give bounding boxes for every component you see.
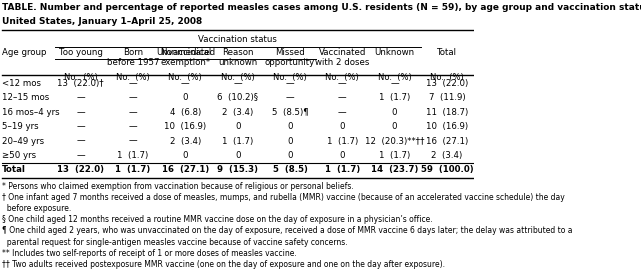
Text: —: — [76, 137, 85, 146]
Text: No.  (%): No. (%) [378, 73, 412, 83]
Text: 12–15 mos: 12–15 mos [3, 93, 49, 102]
Text: Total: Total [437, 47, 457, 57]
Text: 1  (1.7): 1 (1.7) [115, 166, 151, 174]
Text: No.  (%): No. (%) [64, 73, 97, 83]
Text: —: — [76, 122, 85, 131]
Text: 2  (3.4): 2 (3.4) [431, 151, 463, 160]
Text: Nonmedical
exemption*: Nonmedical exemption* [160, 47, 211, 67]
Text: —: — [390, 79, 399, 88]
Text: 0: 0 [340, 122, 345, 131]
Text: 20–49 yrs: 20–49 yrs [3, 137, 44, 146]
Text: 1  (1.7): 1 (1.7) [324, 166, 360, 174]
Text: Total: Total [3, 166, 26, 174]
Text: —: — [129, 137, 137, 146]
Text: ¶ One child aged 2 years, who was unvaccinated on the day of exposure, received : ¶ One child aged 2 years, who was unvacc… [3, 227, 573, 235]
Text: before exposure.: before exposure. [3, 204, 72, 213]
Text: 5  (8.5)¶: 5 (8.5)¶ [272, 108, 308, 117]
Text: —: — [76, 93, 85, 102]
Text: * Persons who claimed exemption from vaccination because of religious or persona: * Persons who claimed exemption from vac… [3, 182, 354, 191]
Text: 4  (6.8): 4 (6.8) [170, 108, 201, 117]
Text: ** Includes two self-reports of receipt of 1 or more doses of measles vaccine.: ** Includes two self-reports of receipt … [3, 249, 297, 258]
Text: 13  (22.0)†: 13 (22.0)† [57, 79, 104, 88]
Text: —: — [129, 122, 137, 131]
Text: —: — [338, 79, 347, 88]
Text: † One infant aged 7 months received a dose of measles, mumps, and rubella (MMR) : † One infant aged 7 months received a do… [3, 193, 565, 202]
Text: 13  (22.0): 13 (22.0) [426, 79, 468, 88]
Text: 10  (16.9): 10 (16.9) [164, 122, 206, 131]
Text: 0: 0 [235, 122, 240, 131]
Text: 59  (100.0): 59 (100.0) [420, 166, 473, 174]
Text: 1  (1.7): 1 (1.7) [379, 151, 410, 160]
Text: —: — [338, 108, 347, 117]
Text: 11  (18.7): 11 (18.7) [426, 108, 468, 117]
Text: Vaccinated
with 2 doses: Vaccinated with 2 doses [315, 47, 369, 67]
Text: —: — [129, 79, 137, 88]
Text: TABLE. Number and percentage of reported measles cases among U.S. residents (N =: TABLE. Number and percentage of reported… [3, 3, 641, 12]
Text: Born
before 1957: Born before 1957 [107, 47, 159, 67]
Text: 2  (3.4): 2 (3.4) [170, 137, 201, 146]
Text: —: — [76, 108, 85, 117]
Text: 1  (1.7): 1 (1.7) [327, 137, 358, 146]
Text: Unknown: Unknown [374, 47, 415, 57]
Text: 1  (1.7): 1 (1.7) [117, 151, 149, 160]
Text: parental request for single-antigen measles vaccine because of vaccine safety co: parental request for single-antigen meas… [3, 238, 348, 247]
Text: —: — [76, 151, 85, 160]
Text: 0: 0 [287, 137, 293, 146]
Text: Age group: Age group [3, 47, 47, 57]
Text: 0: 0 [392, 108, 397, 117]
Text: No.  (%): No. (%) [116, 73, 150, 83]
Text: 0: 0 [183, 151, 188, 160]
Text: 0: 0 [287, 151, 293, 160]
Text: —: — [129, 108, 137, 117]
Text: 5  (8.5): 5 (8.5) [272, 166, 308, 174]
Text: Reason
unknown: Reason unknown [218, 47, 257, 67]
Text: No.  (%): No. (%) [430, 73, 464, 83]
Text: 0: 0 [340, 151, 345, 160]
Text: —: — [233, 79, 242, 88]
Text: Vaccination status: Vaccination status [198, 35, 277, 44]
Text: 13  (22.0): 13 (22.0) [57, 166, 104, 174]
Text: No.  (%): No. (%) [326, 73, 359, 83]
Text: Unvaccinated: Unvaccinated [156, 47, 215, 57]
Text: 12  (20.3)**††: 12 (20.3)**†† [365, 137, 424, 146]
Text: <12 mos: <12 mos [3, 79, 42, 88]
Text: United States, January 1–April 25, 2008: United States, January 1–April 25, 2008 [3, 17, 203, 26]
Text: —: — [286, 93, 294, 102]
Text: 14  (23.7): 14 (23.7) [371, 166, 419, 174]
Text: 1  (1.7): 1 (1.7) [379, 93, 410, 102]
Text: —: — [129, 93, 137, 102]
Text: 9  (15.3): 9 (15.3) [217, 166, 258, 174]
Text: No.  (%): No. (%) [169, 73, 202, 83]
Text: 2  (3.4): 2 (3.4) [222, 108, 253, 117]
Text: 6  (10.2)§: 6 (10.2)§ [217, 93, 258, 102]
Text: 0: 0 [287, 122, 293, 131]
Text: 0: 0 [235, 151, 240, 160]
Text: —: — [181, 79, 190, 88]
Text: No.  (%): No. (%) [273, 73, 307, 83]
Text: 0: 0 [183, 93, 188, 102]
Text: ≥50 yrs: ≥50 yrs [3, 151, 37, 160]
Text: Too young: Too young [59, 47, 103, 57]
Text: 10  (16.9): 10 (16.9) [426, 122, 468, 131]
Text: 16  (27.1): 16 (27.1) [162, 166, 209, 174]
Text: 16  (27.1): 16 (27.1) [426, 137, 468, 146]
Text: —: — [338, 93, 347, 102]
Text: 1  (1.7): 1 (1.7) [222, 137, 253, 146]
Text: 0: 0 [392, 122, 397, 131]
Text: § One child aged 12 months received a routine MMR vaccine dose on the day of exp: § One child aged 12 months received a ro… [3, 215, 433, 224]
Text: †† Two adults received postexposure MMR vaccine (one on the day of exposure and : †† Two adults received postexposure MMR … [3, 260, 445, 269]
Text: —: — [286, 79, 294, 88]
Text: 5–19 yrs: 5–19 yrs [3, 122, 39, 131]
Text: Missed
opportunity: Missed opportunity [265, 47, 315, 67]
Text: 7  (11.9): 7 (11.9) [429, 93, 465, 102]
Text: No.  (%): No. (%) [221, 73, 254, 83]
Text: 16 mos–4 yrs: 16 mos–4 yrs [3, 108, 60, 117]
